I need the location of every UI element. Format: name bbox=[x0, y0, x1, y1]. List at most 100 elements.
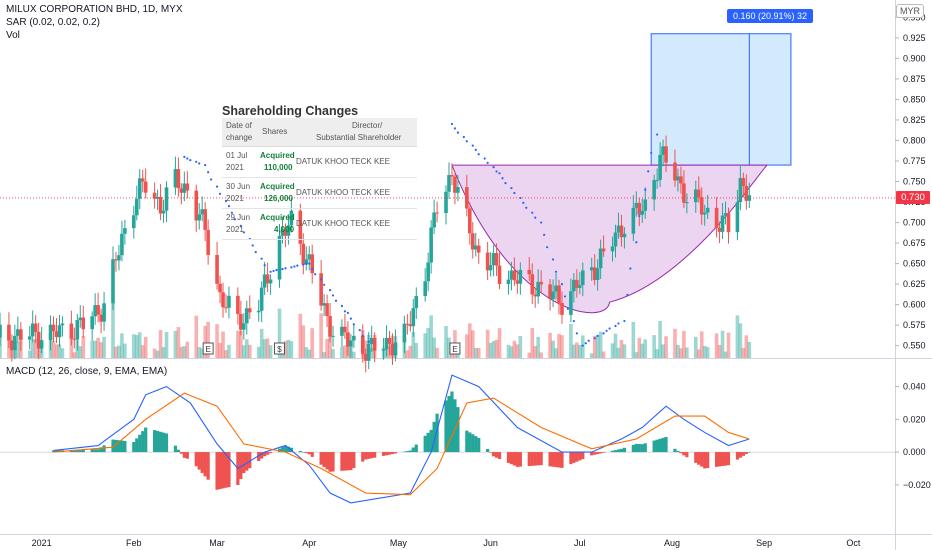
volume-bar bbox=[702, 345, 707, 358]
sar-dot bbox=[593, 337, 596, 340]
sar-dot bbox=[361, 334, 364, 337]
candle-body bbox=[280, 229, 285, 236]
volume-bar bbox=[307, 349, 312, 358]
macd-histogram-bar bbox=[685, 452, 689, 458]
volume-bar bbox=[634, 352, 639, 358]
volume-bar bbox=[723, 351, 728, 358]
volume-bar bbox=[530, 327, 535, 358]
sar-dot bbox=[230, 211, 234, 214]
macd-histogram-bar bbox=[652, 440, 656, 453]
volume-bar bbox=[536, 336, 540, 358]
candle-body bbox=[497, 265, 502, 285]
sar-dot bbox=[323, 283, 326, 286]
volume-bar bbox=[631, 321, 636, 358]
volume-bar bbox=[286, 339, 291, 358]
volume-bar bbox=[48, 334, 53, 358]
row-director: DATUK KHOO TECK KEE bbox=[296, 219, 390, 228]
measure-label: 0.160 (20.91%) 32 bbox=[727, 9, 814, 23]
sar-dot bbox=[186, 157, 189, 160]
macd-histogram-bar bbox=[539, 452, 543, 466]
macd-histogram-bar bbox=[471, 434, 475, 453]
macd-histogram-bar bbox=[590, 452, 594, 456]
macd-histogram-bar bbox=[361, 452, 365, 462]
volume-bar bbox=[200, 348, 204, 358]
macd-histogram-bar bbox=[93, 449, 97, 453]
sar-dot bbox=[462, 135, 465, 139]
volume-bar bbox=[592, 335, 597, 358]
sar-dot bbox=[531, 211, 534, 214]
candle-body bbox=[530, 274, 535, 295]
candle-body bbox=[227, 295, 231, 308]
candle-body bbox=[539, 281, 543, 285]
sar-dot bbox=[510, 186, 513, 190]
sar-dot bbox=[492, 166, 495, 169]
macd-histogram-bar bbox=[744, 452, 748, 454]
volume-bar bbox=[738, 323, 743, 358]
candle-body bbox=[13, 335, 17, 351]
candle-body bbox=[349, 340, 353, 347]
volume-bar bbox=[578, 344, 582, 358]
sar-dot bbox=[272, 269, 275, 273]
macd-histogram-bar bbox=[518, 452, 522, 467]
macd-histogram-bar bbox=[596, 452, 600, 455]
sar-dot bbox=[629, 267, 632, 270]
volume-bar bbox=[69, 331, 74, 358]
macd-histogram-bar bbox=[200, 452, 204, 473]
sar-dot bbox=[501, 177, 504, 180]
candle-body bbox=[39, 340, 44, 349]
macd-histogram-bar bbox=[99, 447, 103, 453]
volume-bar bbox=[381, 347, 386, 358]
macd-histogram-bar bbox=[682, 452, 686, 456]
volume-bar bbox=[470, 330, 475, 358]
macd-histogram-bar bbox=[602, 452, 606, 453]
sar-dot bbox=[263, 264, 266, 267]
sar-dot bbox=[269, 270, 272, 273]
volume-bar bbox=[81, 335, 86, 358]
volume-bar bbox=[601, 351, 606, 358]
candle-body bbox=[78, 317, 83, 321]
candle-body bbox=[693, 189, 698, 203]
y-tick-label: 0.775 bbox=[903, 156, 926, 166]
candle-body bbox=[589, 267, 594, 271]
candle-body bbox=[569, 291, 573, 315]
sar-dot bbox=[525, 206, 528, 209]
candle-body bbox=[536, 281, 540, 297]
volume-bar bbox=[411, 331, 416, 358]
candle-body bbox=[402, 323, 407, 343]
y-tick-label: 0.800 bbox=[903, 135, 926, 145]
sar-dot bbox=[543, 233, 546, 236]
sar-dot bbox=[218, 192, 222, 195]
candle-body bbox=[152, 192, 157, 199]
volume-bar bbox=[268, 345, 273, 358]
candle-body bbox=[134, 198, 139, 216]
candle-body bbox=[289, 210, 294, 226]
macd-y-tick-label: −0.020 bbox=[903, 480, 931, 490]
macd-histogram-bar bbox=[447, 395, 451, 453]
volume-bar bbox=[96, 337, 100, 358]
macd-histogram-bar bbox=[423, 435, 427, 453]
macd-histogram-bar bbox=[277, 448, 282, 453]
macd-histogram-bar bbox=[432, 421, 436, 453]
candle-body bbox=[476, 245, 481, 253]
macd-histogram-bar bbox=[349, 452, 353, 471]
x-tick-label: 2021 bbox=[32, 538, 52, 548]
candle-body bbox=[200, 209, 204, 215]
candle-body bbox=[429, 227, 433, 263]
macd-histogram-bar bbox=[114, 439, 118, 453]
macd-histogram-bar bbox=[735, 452, 740, 460]
currency-badge[interactable]: MYR bbox=[896, 4, 924, 18]
macd-histogram-bar bbox=[402, 451, 406, 453]
volume-bar bbox=[227, 344, 231, 358]
volume-bar bbox=[488, 342, 493, 358]
volume-bar bbox=[221, 331, 225, 358]
sar-dot bbox=[546, 246, 549, 249]
candle-body bbox=[0, 324, 2, 338]
candle-body bbox=[111, 259, 115, 304]
volume-bar bbox=[652, 335, 656, 358]
sar-dot bbox=[644, 188, 647, 191]
volume-bar bbox=[322, 352, 326, 358]
sar-dot bbox=[352, 323, 355, 326]
macd-histogram-bar bbox=[153, 430, 157, 453]
volume-bar bbox=[518, 336, 523, 358]
